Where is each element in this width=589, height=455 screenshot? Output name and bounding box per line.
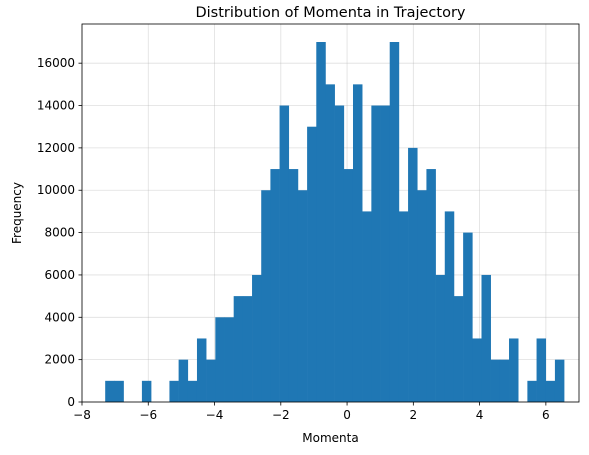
histogram-bar <box>224 317 234 402</box>
histogram-bar <box>334 105 345 402</box>
y-axis-title: Frequency <box>10 182 24 244</box>
x-tick-label: −4 <box>206 408 224 422</box>
histogram-bar <box>453 296 464 402</box>
x-tick-label: 0 <box>343 408 351 422</box>
histogram-bar <box>352 84 363 403</box>
y-tick-label: 4000 <box>44 310 75 324</box>
histogram-bar <box>472 338 482 402</box>
x-tick-label: −2 <box>272 408 290 422</box>
x-tick-label: 2 <box>410 408 418 422</box>
histogram-bar <box>509 338 519 402</box>
histogram-bar <box>490 359 501 402</box>
histogram-bar <box>554 359 565 402</box>
histogram-bar <box>252 274 262 402</box>
histogram-bar <box>288 169 299 402</box>
histogram-bar <box>444 211 455 402</box>
histogram-bar <box>398 211 409 402</box>
histogram-bar <box>187 380 198 402</box>
histogram-bar <box>270 169 280 402</box>
histogram-bars <box>105 42 565 403</box>
histogram-bar <box>297 190 308 402</box>
histogram-bar <box>307 126 317 403</box>
histogram-bar <box>261 190 271 402</box>
histogram-bar <box>178 359 189 402</box>
y-tick-label: 6000 <box>44 268 75 282</box>
histogram-bar <box>206 359 216 402</box>
histogram-bar <box>389 42 400 402</box>
histogram-bar <box>141 380 152 402</box>
histogram-bar <box>536 338 547 402</box>
y-tick-label: 12000 <box>37 141 75 155</box>
histogram-bar <box>279 105 290 402</box>
y-tick-label: 2000 <box>44 353 75 367</box>
histogram-bar <box>499 359 510 402</box>
histogram-bar <box>408 147 418 402</box>
x-tick-label: 4 <box>476 408 484 422</box>
histogram-bar <box>481 274 491 402</box>
y-tick-label: 14000 <box>37 99 75 113</box>
histogram-bar <box>417 190 427 402</box>
y-tick-label: 16000 <box>37 56 75 70</box>
histogram-bar <box>380 105 391 402</box>
histogram-bar <box>196 338 207 402</box>
histogram-bar <box>215 317 225 402</box>
histogram-bar <box>316 42 326 402</box>
histogram-bar <box>362 211 372 402</box>
histogram-bar <box>527 380 537 402</box>
x-tick-label: −6 <box>139 408 157 422</box>
chart-title: Distribution of Momenta in Trajectory <box>195 5 465 21</box>
y-tick-label: 10000 <box>37 183 75 197</box>
histogram-bar <box>426 169 436 402</box>
plot-frame <box>81 23 580 403</box>
histogram-bar <box>343 169 354 402</box>
y-tick-label: 0 <box>67 395 75 409</box>
histogram-bar <box>169 380 179 402</box>
x-axis-ticks: −8 −6 −4 −2 0 2 4 6 <box>73 402 550 422</box>
histogram-bar <box>325 84 335 403</box>
x-axis-title: Momenta <box>302 431 358 445</box>
x-tick-label: −8 <box>73 408 91 422</box>
histogram-bar <box>371 105 381 402</box>
y-tick-label: 8000 <box>44 226 75 240</box>
histogram-bar <box>242 296 253 402</box>
histogram-bar <box>545 380 556 402</box>
histogram-bar <box>105 380 115 402</box>
x-tick-label: 6 <box>542 408 550 422</box>
histogram-bar <box>114 380 124 402</box>
histogram-bar <box>463 232 473 402</box>
histogram-bar <box>435 274 446 402</box>
histogram-bar <box>233 296 244 402</box>
y-axis-ticks: 0 2000 4000 6000 8000 10000 12000 14000 16000 <box>37 56 82 409</box>
